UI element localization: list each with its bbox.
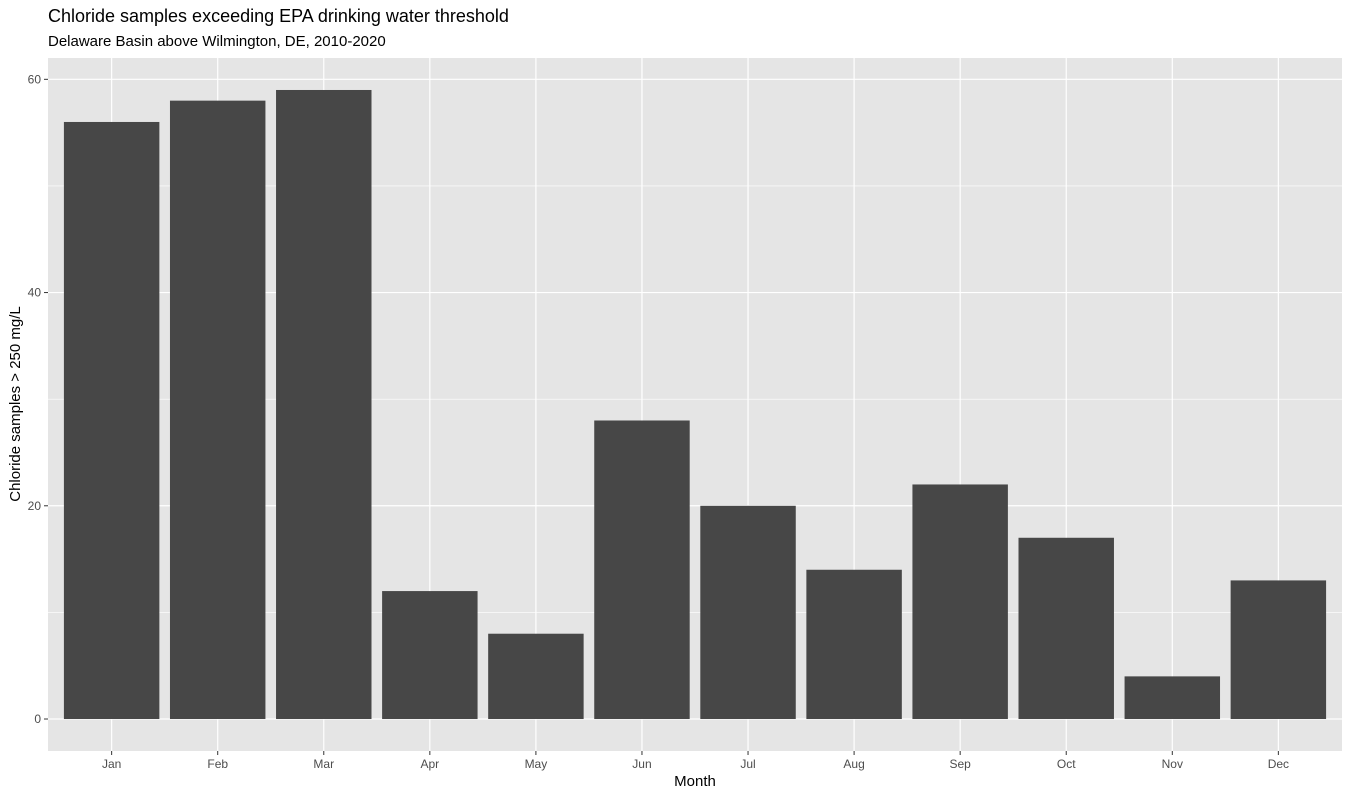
- bar-sep: [912, 484, 1008, 720]
- x-tick-label: Oct: [1057, 757, 1076, 771]
- x-tick-label: Jan: [102, 757, 121, 771]
- y-tick-label: 20: [28, 499, 42, 513]
- x-tick-label: Sep: [949, 757, 971, 771]
- bar-dec: [1230, 580, 1327, 720]
- y-tick-label: 0: [34, 712, 41, 726]
- x-tick-label: Mar: [313, 757, 334, 771]
- x-tick-label: Jun: [632, 757, 651, 771]
- y-tick-label: 40: [28, 286, 42, 300]
- x-tick-label: Aug: [843, 757, 864, 771]
- x-tick-label: Dec: [1268, 757, 1289, 771]
- bars: [63, 89, 1327, 720]
- chart-subtitle: Delaware Basin above Wilmington, DE, 201…: [48, 33, 386, 50]
- y-axis-ticks: 0 20 40 60: [28, 72, 48, 726]
- x-tick-label: Nov: [1162, 757, 1183, 771]
- y-tick-label: 60: [28, 72, 42, 86]
- bar-oct: [1018, 537, 1114, 720]
- bar-jan: [63, 121, 160, 720]
- bar-mar: [276, 89, 372, 720]
- bar-apr: [382, 591, 478, 720]
- x-tick-label: May: [525, 757, 548, 771]
- bar-feb: [169, 100, 266, 720]
- x-tick-label: Jul: [740, 757, 755, 771]
- bar-jul: [700, 505, 796, 720]
- bar-aug: [806, 569, 902, 720]
- bar-nov: [1124, 676, 1221, 720]
- bar-may: [488, 633, 584, 720]
- x-axis-ticks: Jan Feb Mar Apr May Jun Jul Aug Sep Oct Nov Dec: [102, 751, 1289, 771]
- x-tick-label: Feb: [207, 757, 228, 771]
- x-axis-title: Month: [674, 773, 716, 790]
- bar-jun: [594, 420, 690, 720]
- x-tick-label: Apr: [420, 757, 439, 771]
- y-axis-title: Chloride samples > 250 mg/L: [7, 306, 24, 502]
- chart-title: Chloride samples exceeding EPA drinking …: [48, 6, 509, 26]
